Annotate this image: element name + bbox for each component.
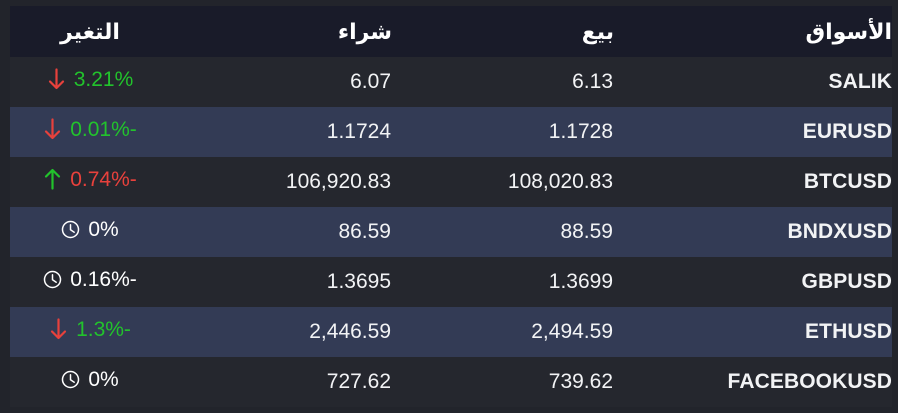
table-row[interactable]: GBPUSD 1.3699 1.3695 0.16%- [10,257,892,307]
cell-symbol[interactable]: BNDXUSD [787,220,892,243]
cell-buy-price: 86.59 [338,220,391,243]
arrow-down-icon [47,68,66,90]
table-row[interactable]: SALIK 6.13 6.07 3.21% [10,57,892,107]
clock-icon [43,269,62,291]
column-header-change[interactable]: التغير [60,18,120,44]
clock-icon [61,219,80,241]
cell-change: 0.16%- [10,257,170,307]
cell-change: 0.74%- [10,157,170,207]
table-row[interactable]: ETHUSD 2,494.59 2,446.59 1.3%- [10,307,892,357]
markets-table: الأسواق بيع شراء التغير SALIK 6.13 6.07 3.2… [10,6,892,407]
change-indicator: 0.16%- [43,269,137,291]
markets-table-header: الأسواق بيع شراء التغير [10,6,892,57]
change-percent-label: 0% [88,368,119,392]
cell-symbol[interactable]: ETHUSD [805,320,892,343]
cell-change: 0% [10,357,170,407]
cell-symbol[interactable]: BTCUSD [803,170,892,193]
cell-buy-price: 1.3695 [326,270,391,293]
change-indicator: 3.21% [47,67,134,91]
change-percent-label: 0% [88,218,119,242]
change-percent-label: 3.21% [73,67,134,91]
cell-change: 1.3%- [10,307,170,357]
change-indicator: 0.74%- [43,168,137,190]
cell-symbol[interactable]: SALIK [828,70,892,93]
cell-buy-price: 106,920.83 [285,170,391,193]
cell-sell-price: 1.1728 [548,120,613,143]
clock-icon [61,369,80,391]
cell-change: 0% [10,207,170,257]
cell-change: 3.21% [10,57,170,107]
table-row[interactable]: EURUSD 1.1728 1.1724 0.01%- [10,107,892,157]
cell-sell-price: 88.59 [560,220,613,243]
column-header-sell[interactable]: بيع [581,18,614,44]
cell-buy-price: 2,446.59 [309,320,391,343]
table-row[interactable]: BNDXUSD 88.59 86.59 0% [10,207,892,257]
table-row[interactable]: FACEBOOKUSD 739.62 727.62 0% [10,357,892,407]
cell-sell-price: 2,494.59 [531,320,613,343]
change-percent-label: 0.01%- [70,117,137,141]
table-row[interactable]: BTCUSD 108,020.83 106,920.83 0.74%- [10,157,892,207]
cell-change: 0.01%- [10,107,170,157]
cell-sell-price: 739.62 [548,370,613,393]
change-percent-label: 1.3%- [76,317,131,341]
markets-table-body: SALIK 6.13 6.07 3.21% EURUSD 1.1728 1.1724 0.01… [10,57,892,407]
cell-symbol[interactable]: FACEBOOKUSD [727,370,892,393]
arrow-down-icon [43,118,62,140]
change-indicator: 0% [61,368,119,392]
change-percent-label: 0.16%- [70,268,137,292]
cell-buy-price: 6.07 [350,70,391,93]
arrow-down-icon [49,318,68,340]
cell-sell-price: 1.3699 [548,270,613,293]
cell-symbol[interactable]: GBPUSD [801,270,892,293]
column-header-buy[interactable]: شراء [337,18,392,44]
change-indicator: 0.01%- [43,118,137,140]
change-percent-label: 0.74%- [70,167,137,191]
change-indicator: 1.3%- [49,318,131,340]
arrow-up-icon [43,168,62,190]
cell-sell-price: 6.13 [572,70,613,93]
change-indicator: 0% [61,218,119,242]
cell-buy-price: 1.1724 [326,120,391,143]
column-header-symbol[interactable]: الأسواق [805,18,892,44]
header-row: الأسواق بيع شراء التغير [10,6,892,57]
cell-buy-price: 727.62 [326,370,391,393]
cell-sell-price: 108,020.83 [507,170,613,193]
cell-symbol[interactable]: EURUSD [802,120,892,143]
